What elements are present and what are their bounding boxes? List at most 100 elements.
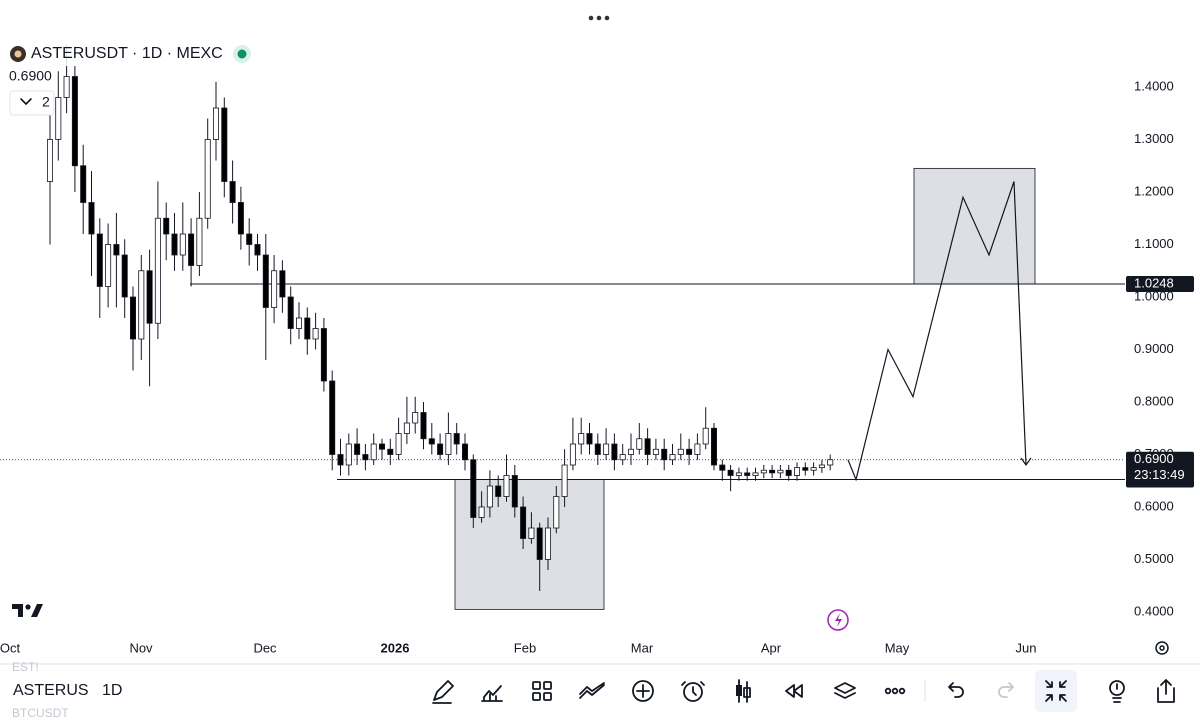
redo-tool[interactable] <box>998 682 1014 698</box>
y-tick-label: 0.8000 <box>1134 393 1174 408</box>
replay-hint[interactable] <box>827 609 849 631</box>
y-tick-label: 0.9000 <box>1134 341 1174 356</box>
candle-body <box>171 233 178 256</box>
y-tick-label: 1.2000 <box>1134 183 1174 198</box>
undo-tool[interactable] <box>948 682 964 698</box>
candle-body <box>461 443 468 461</box>
candle-body <box>55 97 62 140</box>
y-tick-label: 0.4000 <box>1134 603 1174 618</box>
candle-body <box>345 443 352 466</box>
candle-body <box>370 443 377 461</box>
market-status <box>237 49 247 59</box>
symbol-legend[interactable]: ASTERUSDT · 1D · MEXC <box>6 42 256 66</box>
candle-body <box>686 448 693 455</box>
y-tick-label: 1.1000 <box>1134 236 1174 251</box>
price-zone <box>454 479 605 610</box>
layouts-tool[interactable] <box>532 681 552 701</box>
replay-tool[interactable] <box>785 684 803 698</box>
candle-body <box>254 244 261 256</box>
projection-arrowhead <box>1020 457 1032 467</box>
candle-body <box>445 433 452 455</box>
candle-body <box>503 475 510 497</box>
candle-body <box>628 448 635 455</box>
candle-body <box>204 139 211 219</box>
candle-body <box>536 527 543 560</box>
candle-body <box>279 270 286 298</box>
candle-body <box>403 422 410 434</box>
candle-body <box>237 202 244 235</box>
axis-settings[interactable] <box>1155 641 1169 655</box>
candle-body <box>113 244 120 256</box>
candle-body <box>760 469 767 474</box>
candle-body <box>163 217 170 235</box>
candle-body <box>528 527 535 539</box>
share-tool[interactable] <box>1157 679 1175 703</box>
candle-body <box>636 438 643 450</box>
y-tick-label: 1.4000 <box>1134 78 1174 93</box>
layers-tool[interactable] <box>834 682 856 699</box>
candle-body <box>378 443 385 450</box>
candle-body <box>769 469 776 474</box>
candle-body <box>611 443 618 461</box>
candle-body <box>677 448 684 455</box>
candle-body <box>437 443 444 455</box>
candle-body <box>337 454 344 466</box>
hidden-row: BTCUSDT <box>12 706 69 720</box>
toolbar-interval[interactable]: 1D <box>102 682 122 699</box>
candle-body <box>694 443 701 455</box>
candle-body <box>304 317 311 340</box>
alert-tool[interactable] <box>681 681 705 702</box>
draw-tool[interactable] <box>432 680 454 704</box>
drag-handle[interactable] <box>588 15 610 21</box>
ideas-tool[interactable] <box>1109 680 1125 703</box>
candle-body <box>80 165 87 203</box>
candle-body <box>744 472 751 476</box>
candle-body <box>428 438 435 445</box>
price-badge-label: 0.6900 <box>1134 451 1174 466</box>
candle-body <box>387 448 394 455</box>
chart-type-tool[interactable] <box>736 679 751 703</box>
candle-body <box>221 107 228 182</box>
indicator-toggle[interactable]: 2 <box>9 90 55 116</box>
y-tick-label: 1.3000 <box>1134 131 1174 146</box>
candle-body <box>553 496 560 529</box>
candle-body <box>154 217 161 324</box>
candle-body <box>495 485 502 497</box>
symbol-title: ASTERUSDT · 1D · MEXC <box>31 45 223 62</box>
more-tool[interactable] <box>884 687 906 695</box>
candle-body <box>719 464 726 471</box>
candle-body <box>212 107 219 140</box>
tv-logo <box>12 604 43 617</box>
candle-body <box>644 438 651 455</box>
candle-body <box>752 472 759 476</box>
candle-body <box>329 380 336 455</box>
projection-path <box>847 181 1027 482</box>
indicators-tool[interactable] <box>481 685 503 702</box>
hidden-row: EST! <box>12 660 39 674</box>
candle-body <box>354 443 361 455</box>
candle-body <box>785 469 792 476</box>
x-tick-label: Oct <box>0 640 20 655</box>
price-badge <box>1126 451 1194 485</box>
candle-body <box>619 454 626 461</box>
price-badge <box>1126 275 1194 292</box>
candle-body <box>661 448 668 461</box>
fullscreen-tool[interactable] <box>1035 670 1077 712</box>
candle-body <box>561 464 568 497</box>
candle-body <box>470 459 477 518</box>
candle-body <box>603 443 610 455</box>
candle-body <box>727 469 734 476</box>
candle-body <box>287 296 294 329</box>
compare-tool[interactable] <box>579 682 605 699</box>
add-tool[interactable] <box>632 680 654 702</box>
candle-body <box>138 270 145 340</box>
candle-body <box>453 433 460 445</box>
legend-price: 0.6900 <box>9 68 52 84</box>
candle-body <box>129 296 136 340</box>
candle-body <box>586 433 593 445</box>
candle-body <box>818 464 825 469</box>
candle-body <box>47 139 54 182</box>
toolbar-symbol[interactable]: ASTERUS <box>13 682 89 699</box>
x-tick-label: May <box>885 640 910 655</box>
